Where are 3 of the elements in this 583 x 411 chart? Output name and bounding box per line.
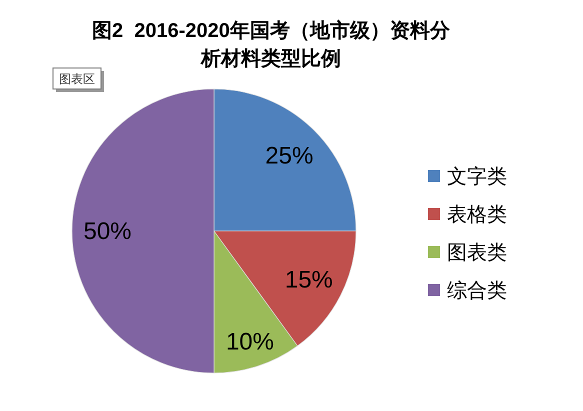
title: 析材料类型比例 (201, 48, 341, 70)
title: 图2 2016-2020年国考（地市级）资料分 (92, 20, 450, 42)
annotation: 图表区 (52, 68, 104, 92)
